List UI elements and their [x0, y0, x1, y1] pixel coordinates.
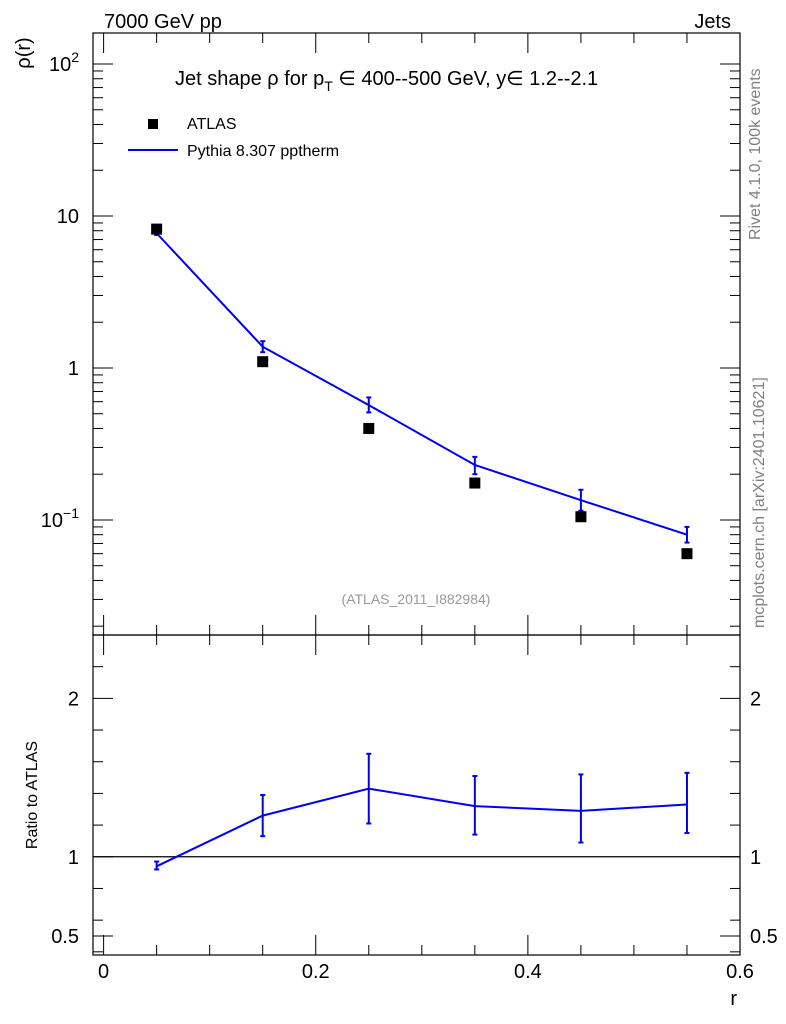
- main-y-tick-label: 1: [68, 358, 79, 380]
- ratio-plot-frame: [92, 634, 741, 956]
- ratio-plot-marks: [154, 752, 690, 871]
- ratio-y-tick-label-right: 0.5: [750, 926, 778, 948]
- ratio-x-tick-label: 0.4: [514, 961, 542, 983]
- header-left: 7000 GeV pp: [104, 11, 222, 33]
- reference-label: (ATLAS_2011_I882984): [342, 591, 491, 607]
- atlas-data-point: [257, 356, 269, 368]
- ratio-ylabel: Ratio to ATLAS: [24, 741, 41, 849]
- ratio-x-tick-label: 0.6: [726, 961, 754, 983]
- atlas-data-point: [575, 511, 587, 523]
- atlas-data-point: [469, 477, 481, 489]
- ratio-y-tick-label-right: 1: [750, 847, 761, 869]
- title-mid: for p: [279, 68, 325, 90]
- title-pre: Jet shape: [175, 68, 267, 90]
- atlas-data-point: [363, 422, 375, 434]
- atlas-data-point: [151, 223, 163, 235]
- header-right: Jets: [694, 11, 731, 33]
- side-label-mcplots: mcplots.cern.ch [arXiv:2401.10621]: [751, 377, 768, 628]
- legend-atlas-label: ATLAS: [187, 116, 237, 133]
- title-sub: T: [324, 78, 333, 94]
- side-label-rivet: Rivet 4.1.0, 100k events: [747, 68, 764, 240]
- ratio-y-tick-label-left: 2: [68, 688, 79, 710]
- legend-atlas-marker: [148, 119, 158, 129]
- main-axis-ticks: 102 10 1 10−1: [41, 33, 741, 635]
- title-post: ∈ 400--500 GeV, y∈ 1.2--2.1: [333, 68, 598, 90]
- main-y-tick-label: 102: [49, 49, 79, 76]
- atlas-data-point: [681, 548, 693, 560]
- main-y-tick-label: 10: [57, 206, 79, 228]
- ratio-axis-ticks: 0 0.2 0.4 0.6 2 1 0.5 2 1 0.5: [51, 635, 778, 983]
- ratio-y-tick-label-left: 0.5: [51, 926, 79, 948]
- mc-series-line: [155, 232, 688, 536]
- title-rho: ρ: [267, 68, 278, 90]
- x-axis-label: r: [730, 988, 737, 1010]
- ratio-x-tick-label: 0: [98, 961, 109, 983]
- ratio-y-tick-label-right: 2: [750, 688, 761, 710]
- ratio-x-tick-label: 0.2: [302, 961, 330, 983]
- main-y-tick-label: 10−1: [41, 505, 79, 532]
- chart-title: Jet shape ρ for pT ∈ 400--500 GeV, y∈ 1.…: [175, 68, 598, 94]
- main-plot-marks: [151, 223, 693, 560]
- ratio-y-tick-label-left: 1: [68, 847, 79, 869]
- legend-mc-label: Pythia 8.307 pptherm: [187, 143, 339, 160]
- main-ylabel: ρ(r): [13, 37, 35, 68]
- ratio-series-line: [156, 787, 688, 868]
